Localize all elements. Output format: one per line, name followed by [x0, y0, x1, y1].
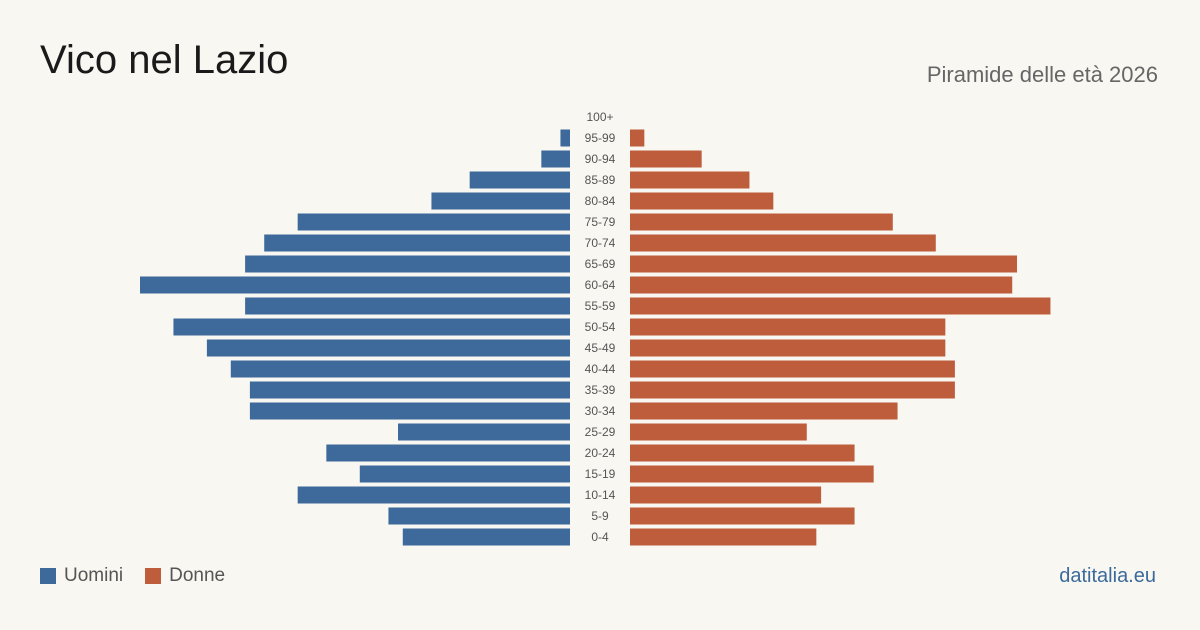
female-bar: [630, 423, 807, 441]
female-bar: [630, 507, 855, 525]
male-bar: [326, 444, 570, 462]
male-bar: [297, 213, 570, 231]
age-label: 100+: [586, 110, 613, 124]
male-bar: [431, 192, 570, 210]
age-label: 0-4: [591, 530, 609, 544]
age-label: 50-54: [585, 320, 616, 334]
male-bar: [359, 465, 570, 483]
female-bar: [630, 171, 750, 189]
female-bar: [630, 213, 893, 231]
male-bar: [249, 402, 570, 420]
legend-swatch-male: [40, 568, 56, 584]
female-bar: [630, 150, 702, 168]
male-bar: [398, 423, 570, 441]
male-bar: [264, 234, 570, 252]
chart-legend: Uomini Donne: [40, 565, 225, 587]
legend-label-female: Donne: [169, 565, 226, 586]
male-bar: [388, 507, 570, 525]
male-bar: [206, 339, 570, 357]
age-label: 90-94: [585, 152, 616, 166]
female-bar: [630, 318, 946, 336]
age-label: 5-9: [591, 509, 609, 523]
age-label: 35-39: [585, 383, 616, 397]
female-bar: [630, 402, 898, 420]
female-bar: [630, 129, 645, 147]
male-bar: [297, 486, 570, 504]
legend-item-female: Donne: [145, 565, 225, 587]
male-bar: [249, 381, 570, 399]
female-bar: [630, 297, 1051, 315]
age-label: 75-79: [585, 215, 616, 229]
female-bar: [630, 276, 1013, 294]
age-label: 65-69: [585, 257, 616, 271]
chart-title: Vico nel Lazio: [40, 38, 289, 82]
age-label: 95-99: [585, 131, 616, 145]
age-label: 70-74: [585, 236, 616, 250]
age-label: 15-19: [585, 467, 616, 481]
female-bar: [630, 192, 774, 210]
female-bar: [630, 234, 936, 252]
male-bar: [560, 129, 570, 147]
female-bar: [630, 444, 855, 462]
male-bar: [402, 528, 570, 546]
legend-swatch-female: [145, 568, 162, 584]
male-bar: [245, 255, 570, 273]
age-label: 10-14: [585, 488, 616, 502]
legend-label-male: Uomini: [64, 565, 124, 586]
female-bar: [630, 465, 874, 483]
age-label: 25-29: [585, 425, 616, 439]
female-bar: [630, 255, 1017, 273]
male-bar: [541, 150, 570, 168]
male-bar: [230, 360, 570, 378]
male-bar: [245, 297, 570, 315]
age-label: 20-24: [585, 446, 616, 460]
age-label: 80-84: [585, 194, 616, 208]
female-bar: [630, 528, 817, 546]
female-bar: [630, 381, 955, 399]
age-label: 40-44: [585, 362, 616, 376]
age-label: 60-64: [585, 278, 616, 292]
age-label: 30-34: [585, 404, 616, 418]
chart-subtitle: Piramide delle età 2026: [926, 62, 1158, 87]
legend-item-male: Uomini: [40, 565, 123, 587]
age-label: 45-49: [585, 341, 616, 355]
male-bar: [173, 318, 570, 336]
age-label: 55-59: [585, 299, 616, 313]
male-bar: [469, 171, 570, 189]
brand-link[interactable]: datitalia.eu: [1059, 565, 1156, 587]
age-label: 85-89: [585, 173, 616, 187]
female-bar: [630, 339, 946, 357]
male-bar: [140, 276, 570, 294]
female-bar: [630, 360, 955, 378]
female-bar: [630, 486, 822, 504]
